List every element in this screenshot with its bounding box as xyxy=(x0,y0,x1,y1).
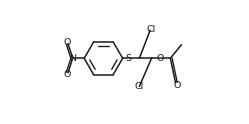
Text: N: N xyxy=(69,54,76,63)
Text: O: O xyxy=(63,38,70,47)
Text: O: O xyxy=(173,81,181,90)
Text: Cl: Cl xyxy=(147,25,156,34)
Text: O: O xyxy=(63,70,70,79)
Text: Cl: Cl xyxy=(135,82,144,91)
Text: O: O xyxy=(157,54,164,63)
Text: S: S xyxy=(126,54,132,63)
